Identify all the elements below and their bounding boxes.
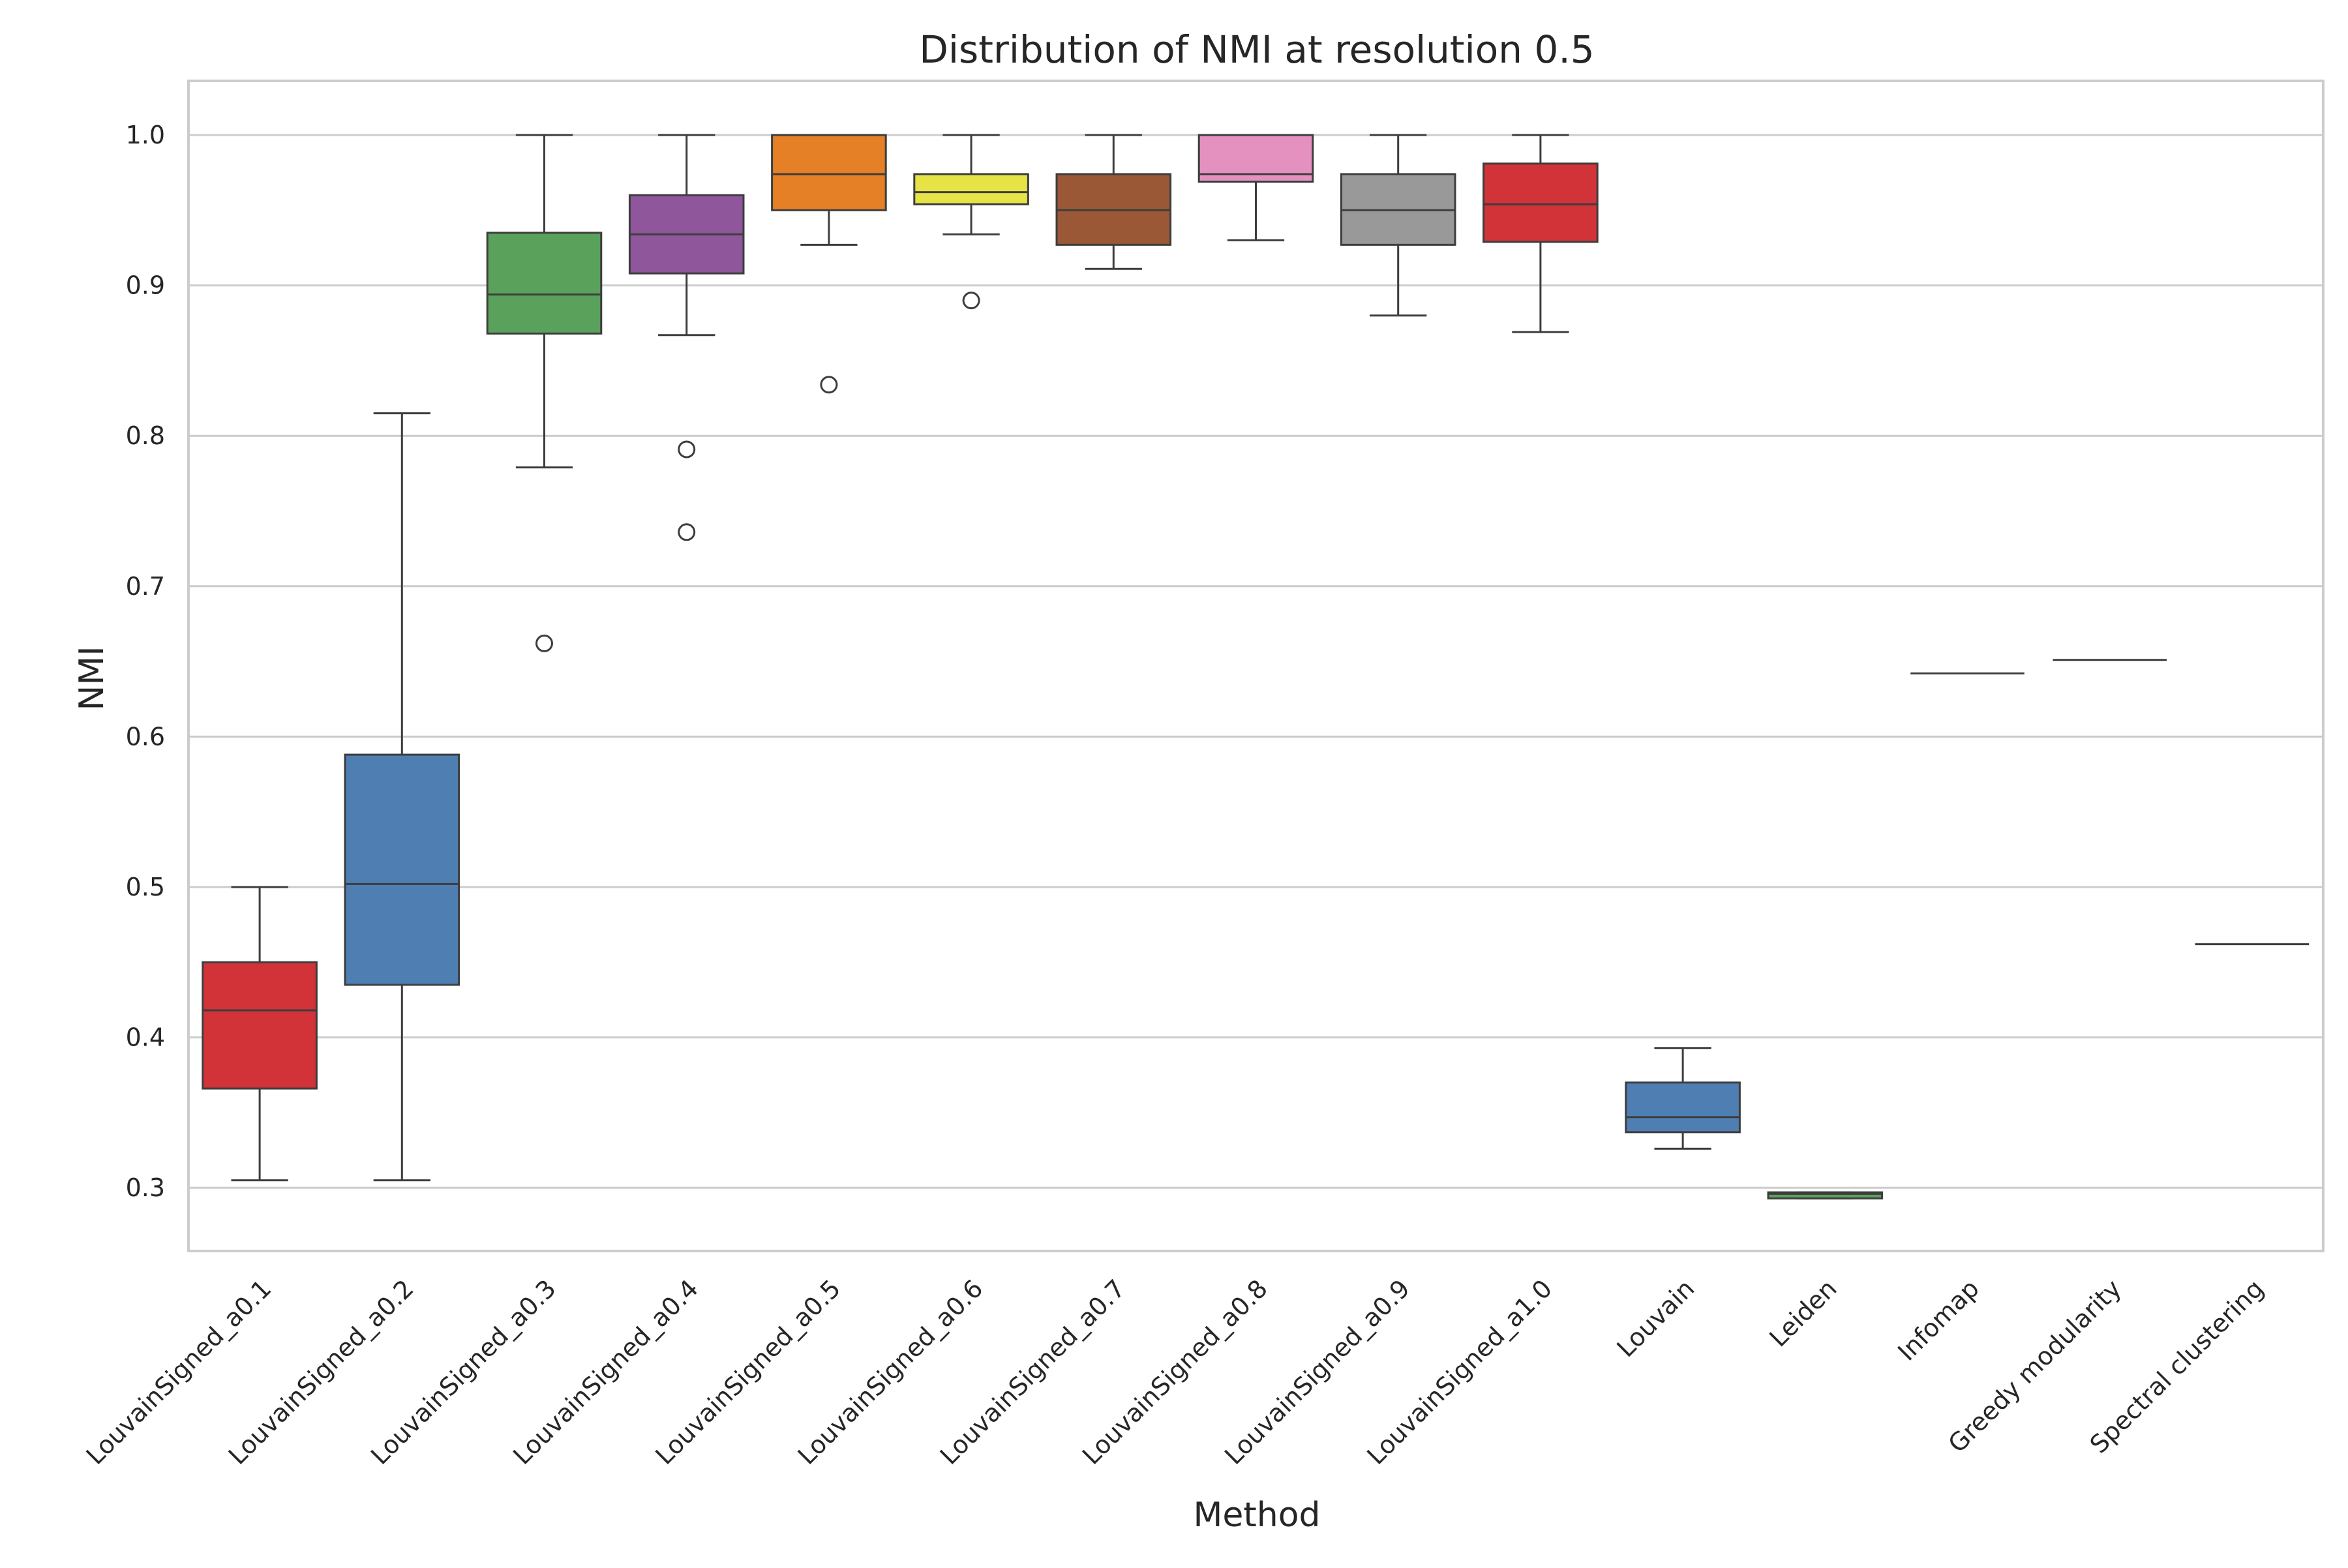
y-tick-label: 0.9	[126, 271, 165, 300]
iqr-box	[486, 232, 603, 335]
chart-title: Distribution of NMI at resolution 0.5	[919, 27, 1594, 72]
box-10	[1483, 134, 1599, 333]
y-tick-label: 0.8	[126, 421, 165, 450]
y-tick-label: 0.3	[126, 1173, 165, 1202]
box-layer	[202, 134, 2310, 1199]
box-5	[771, 134, 887, 394]
iqr-box	[1767, 1191, 1884, 1199]
outlier-point	[678, 523, 696, 541]
y-tick-label: 1.0	[126, 121, 165, 149]
x-axis-title: Method	[1193, 1496, 1320, 1535]
iqr-box	[771, 134, 887, 211]
iqr-box	[1483, 162, 1599, 243]
outlier-point	[535, 634, 553, 652]
box-4	[628, 134, 745, 541]
outlier-point	[962, 292, 980, 310]
y-tick-label: 0.7	[126, 572, 165, 601]
x-tick-label: Louvain	[1612, 1274, 1700, 1363]
box-9	[1340, 134, 1456, 317]
y-axis-title: NMI	[72, 646, 112, 710]
x-tick-labels: LouvainSigned_a0.1LouvainSigned_a0.2Louv…	[81, 1274, 2270, 1470]
outlier-point	[820, 376, 838, 394]
x-tick-label: Leiden	[1764, 1274, 1842, 1352]
box-2	[344, 412, 460, 1182]
y-tick-labels: 0.3 0.4 0.5 0.6 0.7 0.8 0.9 1.0	[126, 121, 165, 1202]
box-6	[913, 134, 1029, 310]
box-7	[1055, 134, 1172, 270]
iqr-box	[344, 753, 460, 986]
iqr-box	[1625, 1081, 1741, 1134]
y-tick-label: 0.4	[126, 1023, 165, 1052]
box-11	[1625, 1047, 1741, 1150]
box-3	[486, 134, 603, 652]
box-12	[1767, 1191, 1884, 1199]
box-8	[1197, 134, 1314, 241]
outlier-point	[678, 440, 696, 459]
x-tick-label: Infomap	[1892, 1274, 1985, 1366]
iqr-box	[913, 173, 1029, 205]
y-tick-label: 0.6	[126, 722, 165, 751]
iqr-box	[202, 961, 318, 1090]
plot-frame	[187, 80, 2325, 1252]
box-1	[202, 886, 318, 1182]
y-tick-label: 0.5	[126, 873, 165, 901]
